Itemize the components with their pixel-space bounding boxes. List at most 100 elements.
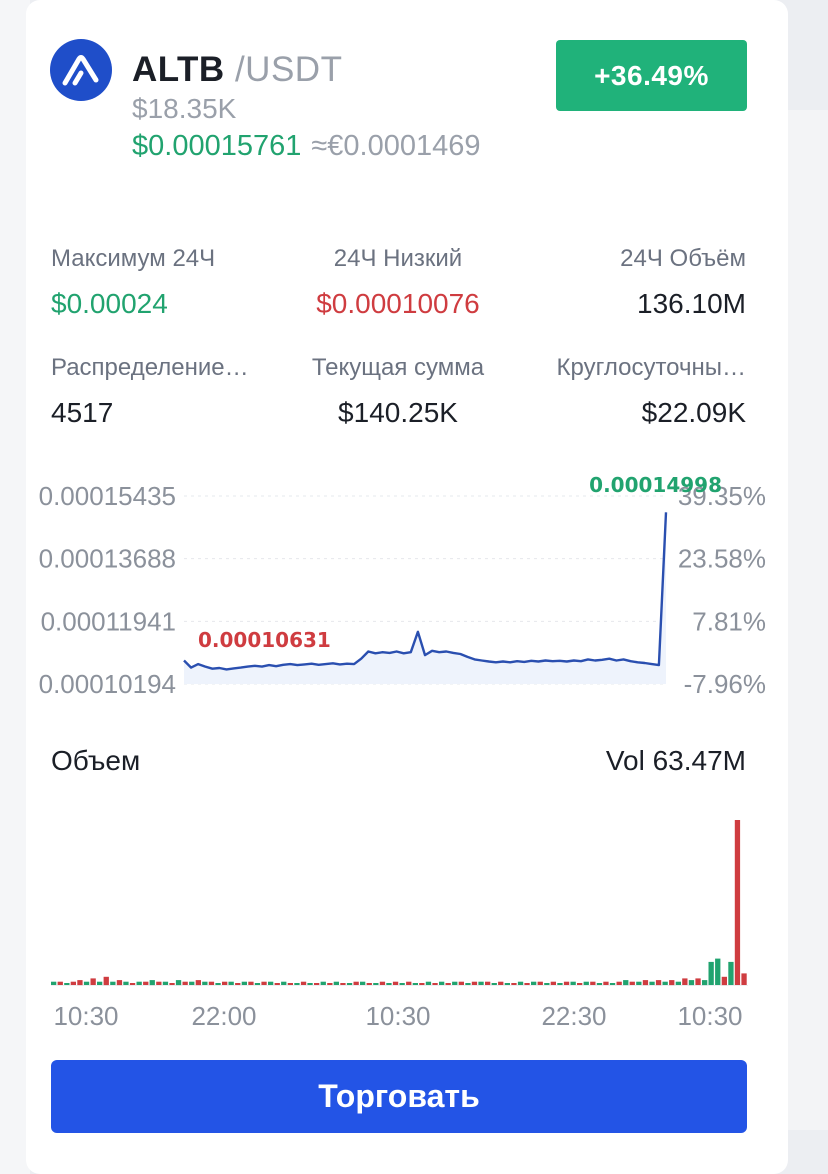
volume-bar xyxy=(261,981,267,985)
volume-bar xyxy=(445,983,451,985)
stat-label-holders: Распределение… xyxy=(51,354,249,381)
altb-logo-icon xyxy=(50,39,112,101)
trade-button[interactable]: Торговать xyxy=(51,1060,747,1133)
volume-bar xyxy=(642,980,649,986)
price-row: $0.00015761 ≈€0.0001469 xyxy=(132,130,480,163)
volume-bar xyxy=(373,983,379,985)
volume-bar xyxy=(432,983,438,985)
volume-bar xyxy=(182,981,188,985)
volume-bar xyxy=(392,981,399,985)
volume-bar xyxy=(465,983,471,985)
volume-bar xyxy=(485,981,491,985)
volume-bar xyxy=(531,981,537,985)
stat-label-current-sum: Текущая сумма xyxy=(311,354,485,381)
volume-bar xyxy=(583,981,589,985)
volume-chart[interactable]: 10:30 22:00 10:30 22:30 10:30 xyxy=(26,800,788,1040)
volume-bar xyxy=(741,973,747,985)
x-tick-label: 22:30 xyxy=(541,1001,606,1031)
volume-bar xyxy=(708,961,714,985)
y-tick-label: 0.00010194 xyxy=(39,669,176,699)
volume-bar xyxy=(695,978,701,985)
volume-bar xyxy=(340,983,346,985)
volume-bar xyxy=(83,981,90,985)
volume-bar xyxy=(97,981,103,985)
volume-bar xyxy=(327,983,333,985)
volume-bar xyxy=(563,981,570,985)
volume-bar xyxy=(300,981,307,985)
price-line xyxy=(183,512,668,671)
y-tick-label: 0.00015435 xyxy=(39,481,176,511)
volume-bar xyxy=(123,981,129,985)
volume-bar xyxy=(274,983,280,985)
volume-bar xyxy=(452,981,458,985)
volume-bar xyxy=(90,978,96,985)
volume-bar xyxy=(603,981,609,985)
pct-tick-label: -7.96% xyxy=(684,669,766,699)
volume-bar xyxy=(557,983,563,985)
token-popup-card: ALTB /USDT $18.35K $0.00015761 ≈€0.000146… xyxy=(26,0,788,1174)
volume-bar xyxy=(458,981,464,985)
volume-bar xyxy=(662,981,668,985)
quote-symbol: /USDT xyxy=(224,50,343,89)
volume-bar xyxy=(333,981,339,985)
volume-bar xyxy=(268,981,274,985)
volume-bar xyxy=(386,983,392,985)
volume-bar xyxy=(314,983,320,985)
stat-label-low: 24Ч Низкий xyxy=(333,245,463,272)
price-chart[interactable]: 0.00015435 39.35% 0.00013688 23.58% 0.000119… xyxy=(26,460,788,720)
stat-value-volume: 136.10M xyxy=(637,288,746,319)
volume-bar xyxy=(320,981,326,985)
volume-bar xyxy=(360,981,366,985)
volume-bar xyxy=(57,981,63,985)
volume-bar xyxy=(629,981,635,985)
volume-title: Объем xyxy=(51,745,141,776)
volume-bar xyxy=(504,983,510,985)
volume-total: Vol 63.47M xyxy=(605,745,746,776)
volume-bar xyxy=(577,983,583,985)
volume-bar xyxy=(491,983,497,985)
volume-bar xyxy=(544,983,550,985)
x-tick-label: 22:00 xyxy=(191,1001,256,1031)
volume-bar xyxy=(669,980,675,986)
volume-bar xyxy=(366,983,372,985)
volume-bar xyxy=(195,980,201,986)
volume-bar xyxy=(241,981,247,985)
price-area xyxy=(184,512,666,684)
volume-bar xyxy=(353,981,359,985)
volume-bar xyxy=(129,983,136,985)
volume-bar xyxy=(616,981,622,985)
volume-bar xyxy=(215,983,221,985)
volume-bar xyxy=(51,981,57,985)
volume-bar xyxy=(169,983,175,985)
volume-bar xyxy=(70,981,76,985)
volume-bar xyxy=(550,981,556,985)
volume-bar xyxy=(702,980,708,986)
stat-value-holders: 4517 xyxy=(51,397,114,428)
stat-value-high: $0.00024 xyxy=(51,288,168,319)
volume-bar xyxy=(517,981,524,985)
volume-bar xyxy=(471,981,478,985)
y-tick-label: 0.00011941 xyxy=(41,606,176,636)
high-price-label: 0.00014998 xyxy=(589,473,722,497)
volume-bar xyxy=(675,981,681,985)
pct-tick-label: 23.58% xyxy=(678,544,766,574)
volume-bar xyxy=(425,981,432,985)
volume-bar xyxy=(649,981,655,985)
volume-bar xyxy=(636,981,642,985)
volume-bar xyxy=(64,983,70,985)
stat-value-24h: $22.09K xyxy=(641,397,746,428)
volume-bar xyxy=(77,980,83,986)
volume-bar xyxy=(235,983,241,985)
volume-bar xyxy=(189,981,195,985)
volume-bar xyxy=(524,983,530,985)
volume-bar xyxy=(156,981,162,985)
volume-bar xyxy=(254,983,261,985)
market-cap: $18.35K xyxy=(132,93,237,124)
volume-bar xyxy=(590,981,596,985)
volume-bar xyxy=(682,978,688,985)
volume-bar xyxy=(478,981,484,985)
volume-bar xyxy=(511,983,517,985)
base-symbol: ALTB xyxy=(132,50,225,89)
volume-bar xyxy=(623,980,629,986)
volume-bar xyxy=(208,981,215,985)
